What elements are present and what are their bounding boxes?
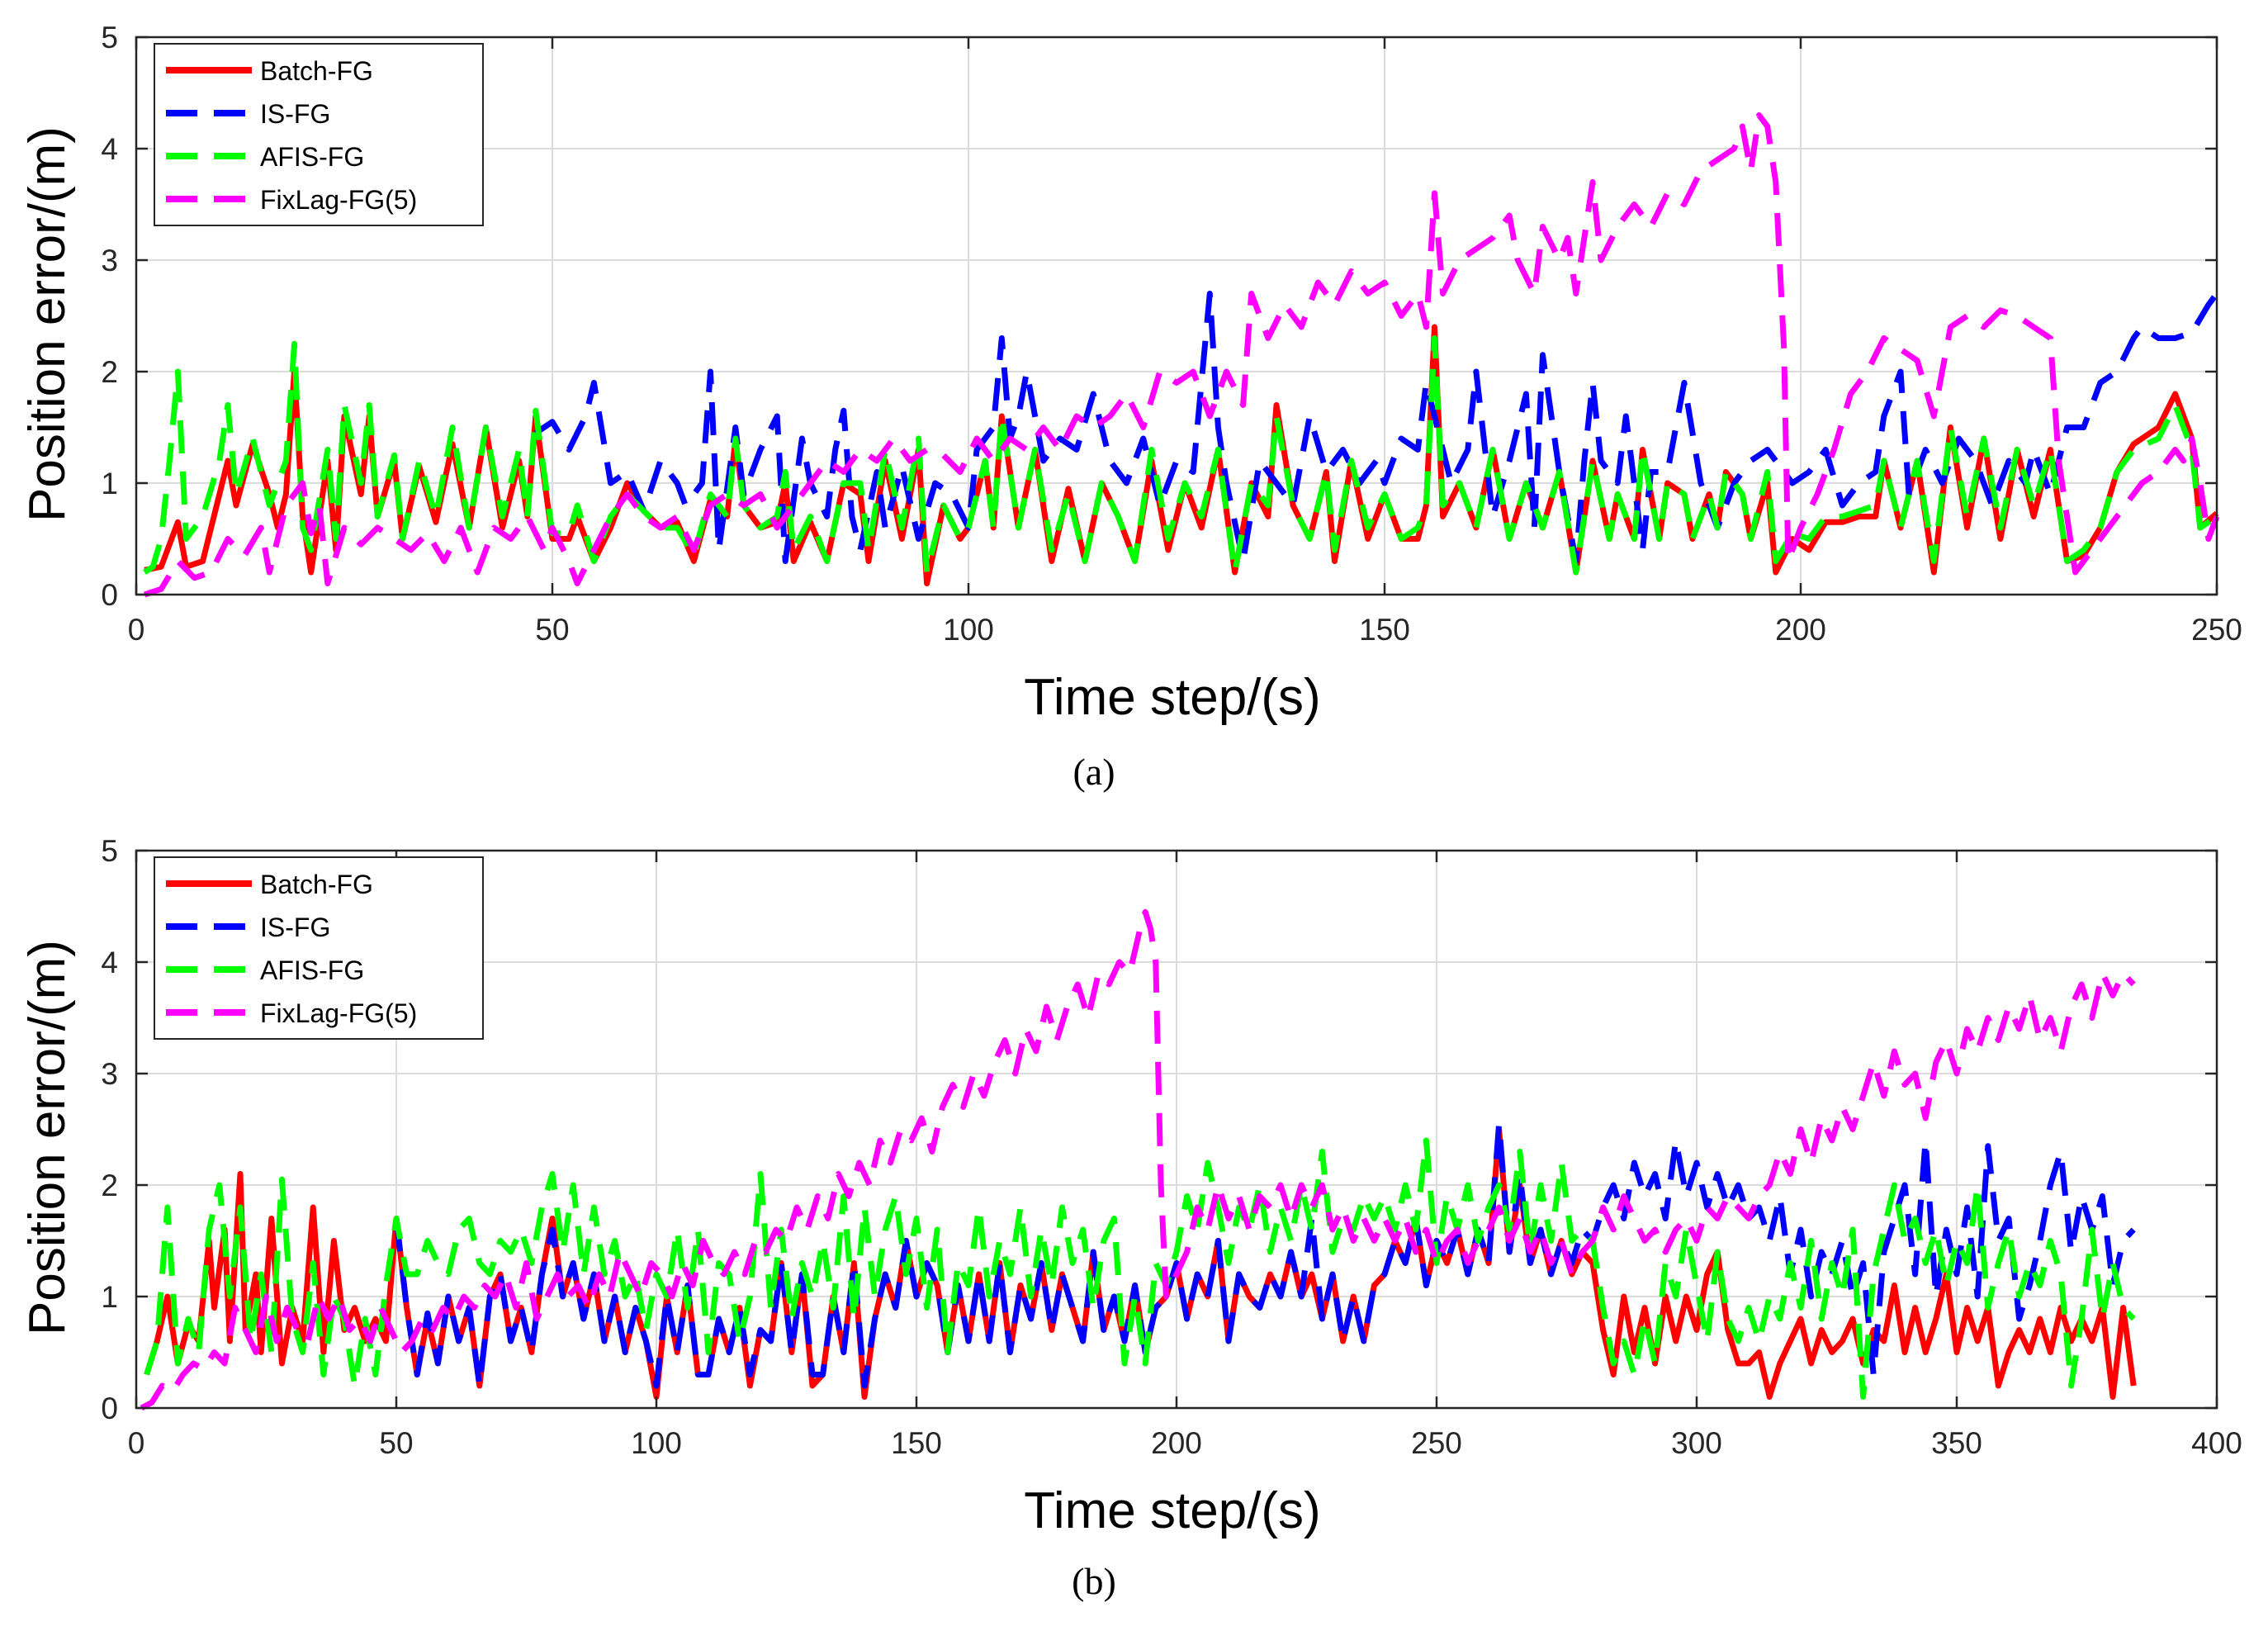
x-tick-label: 250	[1411, 1426, 1462, 1460]
y-axis-label: Position error/(m)	[19, 126, 76, 522]
panel-caption: (a)	[1072, 751, 1115, 793]
y-tick-label: 4	[101, 132, 118, 166]
x-tick-label: 50	[379, 1426, 413, 1460]
series-line-fixlag-fg-5	[143, 112, 2220, 598]
y-tick-label: 1	[101, 467, 118, 500]
legend-box	[154, 856, 484, 1040]
x-tick-label: 0	[128, 613, 145, 647]
series-line-fixlag-fg-5	[140, 908, 2136, 1411]
y-tick-label: 5	[101, 834, 118, 868]
legend-label: FixLag-FG(5)	[260, 185, 417, 215]
y-tick-label: 2	[101, 1169, 118, 1202]
x-tick-label: 300	[1671, 1426, 1722, 1460]
legend-box	[154, 43, 484, 226]
legend-label: IS-FG	[260, 99, 330, 129]
x-tick-label: 200	[1775, 613, 1826, 647]
legend-label: FixLag-FG(5)	[260, 998, 417, 1028]
x-tick-label: 200	[1151, 1426, 1202, 1460]
legend: Batch-FG IS-FG AFIS-FG FixLag-FG(5)	[154, 856, 484, 1040]
y-tick-label: 1	[101, 1280, 118, 1314]
chart-panel-2: 0 50 100 150 200 250 300 350 400 0 1 2 3 4 5 Time step/…	[19, 834, 2242, 1602]
series-line-afis-fg	[143, 335, 2218, 576]
x-tick-label: 150	[1359, 613, 1410, 647]
y-tick-label: 3	[101, 1057, 118, 1091]
y-tick-label: 2	[101, 355, 118, 389]
x-tick-label: 50	[535, 613, 569, 647]
chart-panel-1: 0 50 100 150 200 250 0 1 2 3 4 5 Time step/(s) Positi…	[19, 21, 2242, 793]
legend-label: Batch-FG	[260, 56, 373, 86]
legend-label: IS-FG	[260, 913, 330, 942]
y-tick-label: 5	[101, 21, 118, 55]
x-tick-label: 350	[1931, 1426, 1982, 1460]
legend-label: AFIS-FG	[260, 142, 364, 172]
y-tick-label: 3	[101, 244, 118, 277]
panel-caption: (b)	[1072, 1560, 1116, 1602]
y-tick-label: 4	[101, 946, 118, 979]
x-tick-label: 100	[943, 613, 994, 647]
y-axis-label: Position error/(m)	[19, 940, 76, 1335]
legend-label: Batch-FG	[260, 870, 373, 899]
x-tick-label: 150	[891, 1426, 942, 1460]
x-axis-label: Time step/(s)	[1024, 669, 1320, 726]
legend: Batch-FG IS-FG AFIS-FG FixLag-FG(5)	[154, 43, 484, 226]
x-tick-label: 250	[2191, 613, 2242, 647]
plot-frame	[135, 36, 2218, 596]
x-tick-label: 100	[631, 1426, 682, 1460]
series-line-afis-fg	[144, 1137, 2136, 1400]
x-tick-label: 0	[128, 1426, 145, 1460]
y-tick-label: 0	[101, 1392, 118, 1425]
legend-label: AFIS-FG	[260, 955, 364, 985]
x-axis-label: Time step/(s)	[1024, 1482, 1320, 1539]
y-tick-label: 0	[101, 578, 118, 612]
x-tick-label: 400	[2191, 1426, 2242, 1460]
